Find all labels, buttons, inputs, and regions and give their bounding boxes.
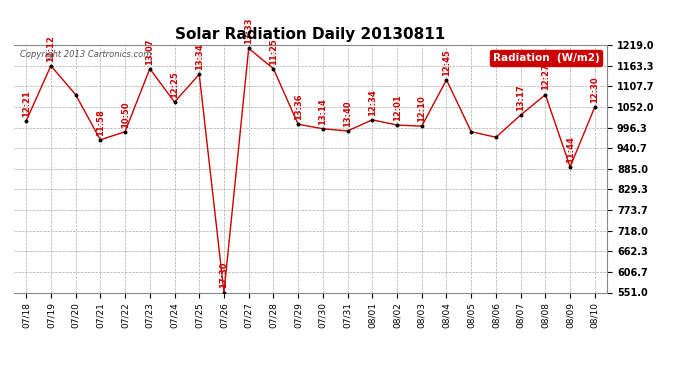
- Text: 13:17: 13:17: [516, 84, 525, 111]
- Point: [194, 71, 205, 77]
- Text: 12:34: 12:34: [368, 89, 377, 116]
- Text: 17:30: 17:30: [219, 262, 228, 288]
- Point: [144, 66, 155, 72]
- Point: [564, 164, 575, 170]
- Text: 13:33: 13:33: [244, 18, 253, 44]
- Point: [169, 99, 180, 105]
- Point: [95, 137, 106, 143]
- Text: Copyright 2013 Cartronics.com: Copyright 2013 Cartronics.com: [20, 50, 151, 59]
- Legend: Radiation  (W/m2): Radiation (W/m2): [490, 50, 602, 66]
- Point: [466, 129, 477, 135]
- Text: 12:01: 12:01: [393, 94, 402, 121]
- Point: [491, 134, 502, 140]
- Point: [589, 104, 600, 110]
- Text: 12:10: 12:10: [417, 95, 426, 122]
- Text: 13:14: 13:14: [318, 98, 327, 124]
- Text: 11:25: 11:25: [269, 38, 278, 64]
- Point: [416, 123, 427, 129]
- Text: 10:50: 10:50: [121, 101, 130, 128]
- Point: [515, 112, 526, 118]
- Point: [70, 92, 81, 98]
- Point: [367, 117, 378, 123]
- Point: [540, 92, 551, 98]
- Text: 13:07: 13:07: [146, 38, 155, 64]
- Text: 11:44: 11:44: [566, 136, 575, 163]
- Text: 12:12: 12:12: [46, 35, 55, 62]
- Text: 11:58: 11:58: [96, 109, 105, 136]
- Text: 12:21: 12:21: [21, 90, 30, 117]
- Text: 13:36: 13:36: [294, 93, 303, 120]
- Point: [441, 77, 452, 83]
- Text: 12:25: 12:25: [170, 71, 179, 98]
- Text: 13:40: 13:40: [343, 100, 352, 127]
- Point: [243, 45, 254, 51]
- Point: [46, 63, 57, 69]
- Text: 12:45: 12:45: [442, 49, 451, 76]
- Point: [342, 128, 353, 134]
- Point: [391, 122, 402, 128]
- Point: [268, 66, 279, 72]
- Point: [21, 118, 32, 124]
- Point: [119, 129, 130, 135]
- Title: Solar Radiation Daily 20130811: Solar Radiation Daily 20130811: [175, 27, 446, 42]
- Point: [317, 126, 328, 132]
- Text: 12:27: 12:27: [541, 64, 550, 90]
- Text: 12:30: 12:30: [591, 76, 600, 103]
- Point: [293, 121, 304, 127]
- Point: [219, 290, 230, 296]
- Text: 13:34: 13:34: [195, 44, 204, 70]
